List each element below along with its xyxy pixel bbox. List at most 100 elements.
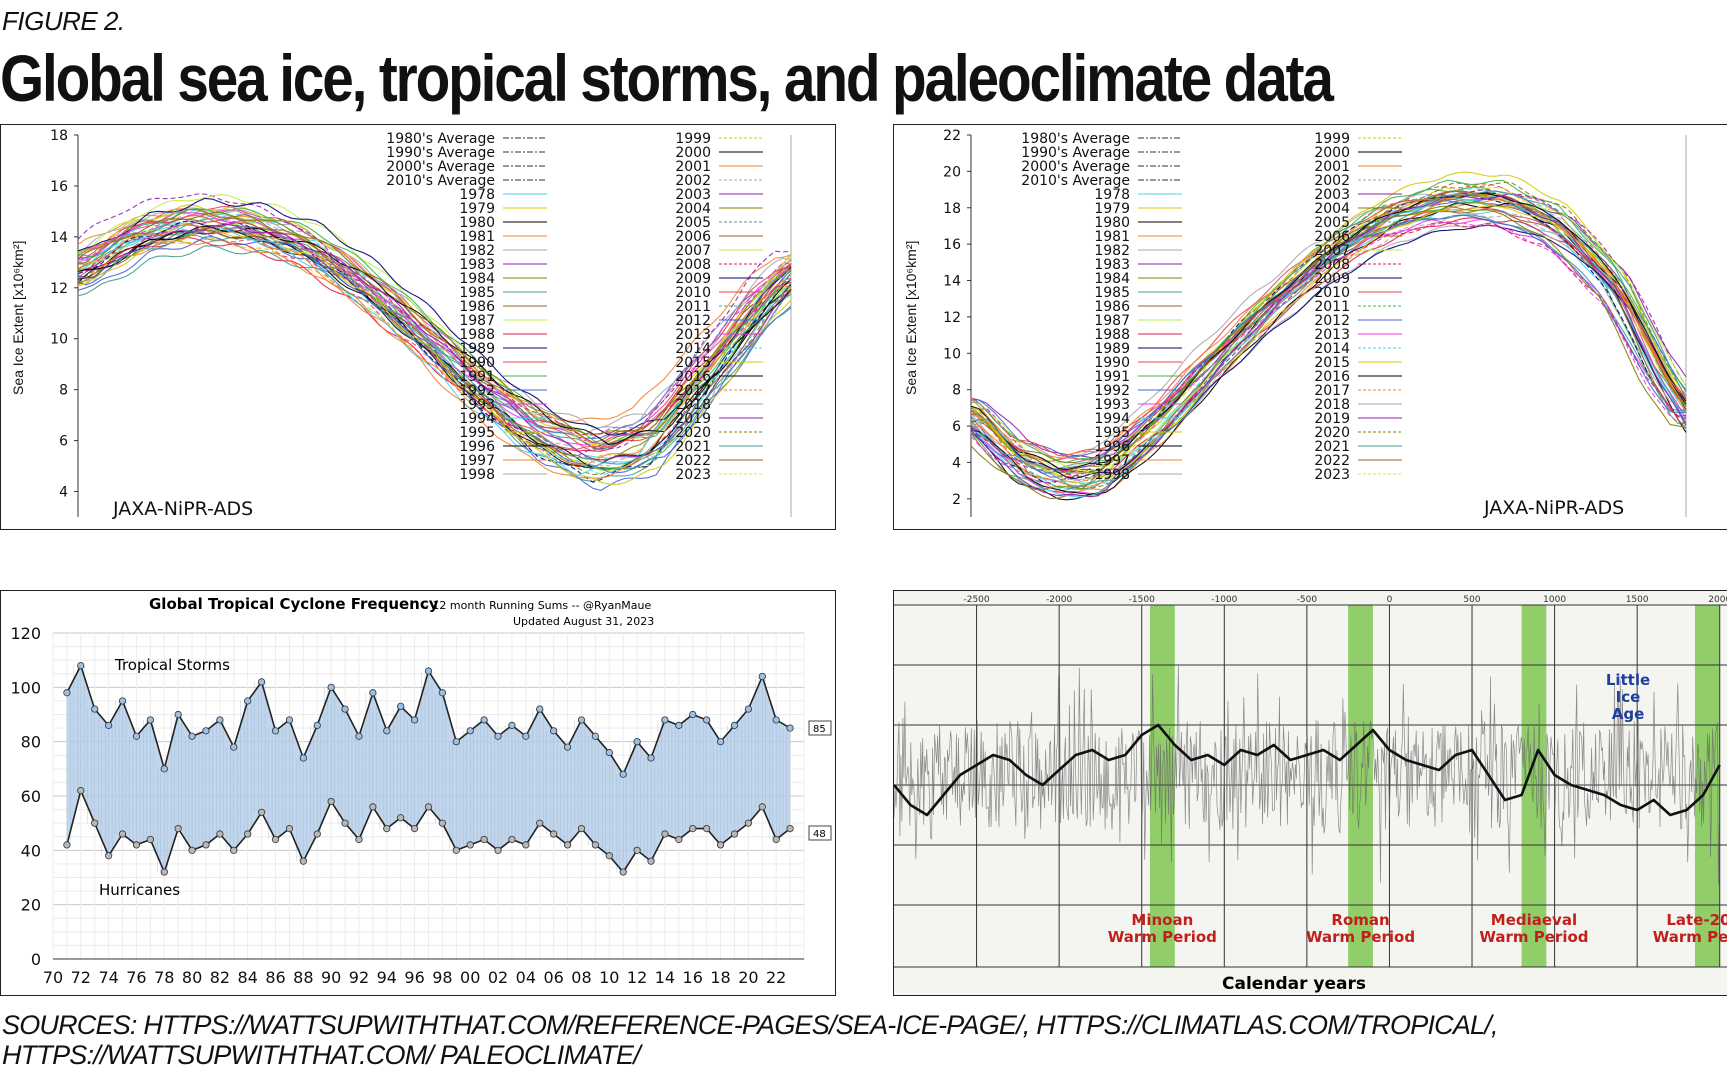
tropical-storms-point xyxy=(466,727,474,735)
y-tick-label: 6 xyxy=(59,434,68,450)
legend-entry: 2021 xyxy=(1314,439,1350,455)
legend-entry: 2018 xyxy=(1314,397,1350,413)
sea-ice-year-line xyxy=(77,229,792,469)
tropical-storms-point xyxy=(703,716,711,724)
hurricanes-point xyxy=(438,819,447,827)
legend-entry: 1984 xyxy=(1094,271,1130,287)
legend-entry: 1999 xyxy=(675,131,711,147)
x-tick-label: 10 xyxy=(599,968,619,987)
arctic-y-axis-title: Sea Ice Extent [x10⁶km²] xyxy=(10,241,26,395)
legend-entry: 2007 xyxy=(675,243,711,259)
paleoclimate-chart-svg: -2500 -2000 -1500 -1000 -500 0 500 1000 1500 2000… xyxy=(894,591,1727,995)
sea-ice-year-line xyxy=(77,233,792,470)
hurricanes-point xyxy=(466,841,474,849)
sea-ice-year-line xyxy=(970,206,1687,457)
x-tick-label: 00 xyxy=(460,968,480,987)
tropical-storms-point xyxy=(77,662,85,670)
hurricanes-point xyxy=(605,852,613,860)
legend-entry: 1985 xyxy=(459,285,495,301)
legend-entry: 2003 xyxy=(1314,187,1350,203)
legend-entry: 2000's Average xyxy=(386,159,495,175)
tropical-storms-point xyxy=(160,765,168,773)
hurricanes-point xyxy=(424,803,433,811)
y-tick-label: 14 xyxy=(943,274,961,290)
sources-note: SOURCES: HTTPS://WATTSUPWITHTHAT.COM/REF… xyxy=(2,1010,1498,1070)
x-tick-label: 98 xyxy=(432,968,452,987)
legend-entry: 2001 xyxy=(1314,159,1350,175)
hurricanes-point xyxy=(202,841,210,849)
legend-entry: 1993 xyxy=(459,397,495,413)
sea-ice-year-line xyxy=(77,245,792,465)
x-tick-label: -500 xyxy=(1297,595,1318,605)
tropical-storms-point xyxy=(689,710,697,719)
hurricanes-point xyxy=(369,803,377,811)
cyclone-chart-updated: Updated August 31, 2023 xyxy=(513,615,654,628)
hurricanes-point xyxy=(494,846,502,854)
tropical-storms-point xyxy=(216,716,224,724)
y-tick-label: 18 xyxy=(943,201,961,217)
tropical-storms-point xyxy=(730,721,739,729)
x-tick-label: 86 xyxy=(265,968,285,987)
legend-entry: 2004 xyxy=(1314,201,1350,217)
tropical-storms-point xyxy=(591,732,599,740)
hurricanes-point xyxy=(77,786,85,795)
legend-entry: 2009 xyxy=(1314,271,1350,287)
legend-entry: 1993 xyxy=(1094,397,1130,413)
tropical-storms-point xyxy=(605,748,613,757)
warm-period-label: Mediaeval xyxy=(1491,911,1577,929)
y-tick-label: 22 xyxy=(943,128,961,144)
x-tick-label: 1500 xyxy=(1626,595,1649,605)
storms-end-value: 85 xyxy=(813,724,826,735)
sea-ice-year-line xyxy=(77,225,792,446)
legend-entry: 2020 xyxy=(1314,425,1350,441)
x-tick-label: 500 xyxy=(1463,595,1480,605)
legend-entry: 2022 xyxy=(1314,453,1350,469)
x-tick-label: 14 xyxy=(655,968,675,987)
sea-ice-year-line xyxy=(77,224,792,436)
x-tick-label: 96 xyxy=(404,968,424,987)
tropical-storms-point xyxy=(188,732,196,740)
paleoclimate-chart: -2500 -2000 -1500 -1000 -500 0 500 1000 1500 2000… xyxy=(893,590,1727,996)
raw-temperature-record xyxy=(894,665,1720,885)
legend-entry: 1992 xyxy=(1094,383,1130,399)
legend-entry: 2016 xyxy=(675,369,711,385)
tropical-storms-point xyxy=(508,721,516,729)
hurricanes-point xyxy=(772,835,780,844)
hurricanes-point xyxy=(536,819,544,827)
legend-entry: 2012 xyxy=(675,313,711,329)
sea-ice-year-line xyxy=(77,237,792,452)
tropical-storms-point xyxy=(647,754,655,762)
legend-entry: 2023 xyxy=(1314,467,1350,483)
y-tick-label: 12 xyxy=(943,310,961,326)
sea-ice-year-line xyxy=(77,214,792,450)
legend-entry: 1980's Average xyxy=(386,131,495,147)
legend-entry: 1982 xyxy=(1094,243,1130,259)
legend-entry: 1987 xyxy=(1094,313,1130,329)
hurricanes-point xyxy=(355,835,363,844)
tropical-storms-point xyxy=(383,727,391,735)
hurricanes-point xyxy=(633,846,641,854)
y-tick-label: 4 xyxy=(59,485,68,501)
sea-ice-year-line xyxy=(970,212,1687,476)
legend-entry: 1994 xyxy=(459,411,495,427)
legend-entry: 2000 xyxy=(675,145,711,161)
hurricanes-point xyxy=(647,857,655,865)
tropical-storms-point xyxy=(716,738,725,746)
y-tick-label: 14 xyxy=(50,230,68,246)
tropical-storms-point xyxy=(341,705,349,713)
legend-entry: 1998 xyxy=(459,467,495,483)
sea-ice-year-line xyxy=(77,194,792,445)
sea-ice-year-line xyxy=(970,181,1687,489)
x-tick-label: 94 xyxy=(377,968,397,987)
tropical-storms-point xyxy=(258,678,266,686)
tropical-storms-point xyxy=(146,716,154,724)
legend-entry: 2015 xyxy=(675,355,711,371)
x-tick-label: 06 xyxy=(543,968,563,987)
x-tick-label: 80 xyxy=(182,968,202,987)
legend-entry: 2002 xyxy=(675,173,711,189)
legend-entry: 2011 xyxy=(675,299,711,315)
legend-entry: 2005 xyxy=(675,215,711,231)
hurricanes-end-value: 48 xyxy=(813,829,826,840)
legend-entry: 2014 xyxy=(675,341,711,357)
